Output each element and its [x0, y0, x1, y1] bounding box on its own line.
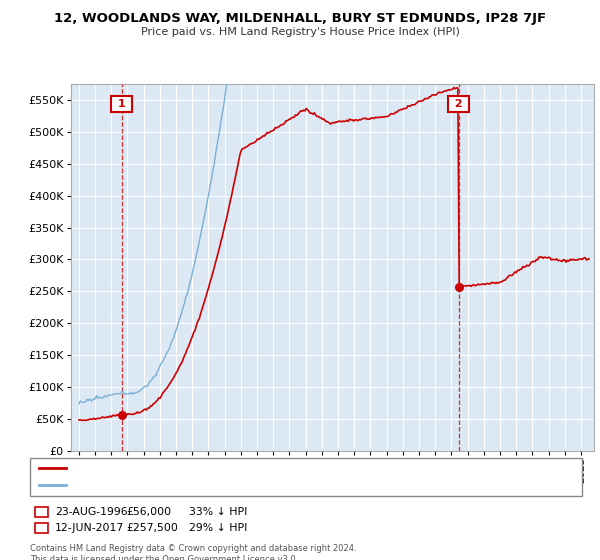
- Text: 2: 2: [451, 99, 466, 109]
- Text: £56,000: £56,000: [126, 507, 171, 517]
- Text: Price paid vs. HM Land Registry's House Price Index (HPI): Price paid vs. HM Land Registry's House …: [140, 27, 460, 37]
- Text: 23-AUG-1996: 23-AUG-1996: [55, 507, 128, 517]
- Text: 12-JUN-2017: 12-JUN-2017: [55, 523, 124, 533]
- Text: £257,500: £257,500: [126, 523, 178, 533]
- Text: 1: 1: [114, 99, 130, 109]
- Text: 1: 1: [38, 507, 45, 517]
- Text: 12, WOODLANDS WAY, MILDENHALL, BURY ST EDMUNDS, IP28 7JF (detached house): 12, WOODLANDS WAY, MILDENHALL, BURY ST E…: [71, 463, 484, 473]
- Text: 33% ↓ HPI: 33% ↓ HPI: [189, 507, 247, 517]
- Text: 12, WOODLANDS WAY, MILDENHALL, BURY ST EDMUNDS, IP28 7JF: 12, WOODLANDS WAY, MILDENHALL, BURY ST E…: [54, 12, 546, 25]
- Text: 2: 2: [38, 523, 45, 533]
- Text: 29% ↓ HPI: 29% ↓ HPI: [189, 523, 247, 533]
- Text: HPI: Average price, detached house, West Suffolk: HPI: Average price, detached house, West…: [71, 480, 312, 490]
- Text: Contains HM Land Registry data © Crown copyright and database right 2024.
This d: Contains HM Land Registry data © Crown c…: [30, 544, 356, 560]
